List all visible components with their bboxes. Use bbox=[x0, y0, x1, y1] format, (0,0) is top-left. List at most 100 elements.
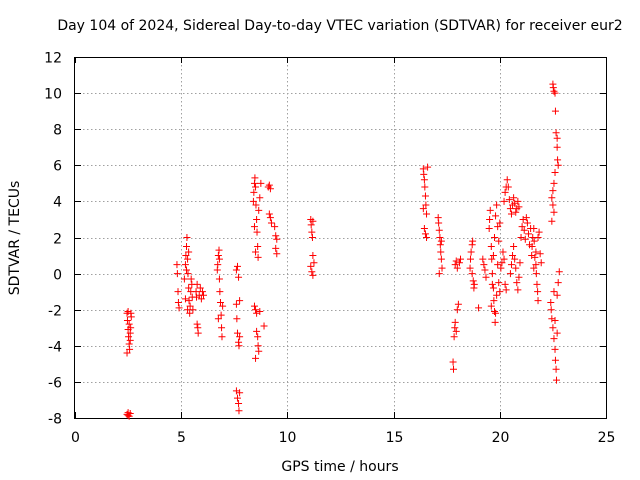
plot-frame bbox=[74, 57, 607, 419]
data-point bbox=[436, 241, 444, 249]
data-point bbox=[185, 248, 193, 256]
data-point bbox=[501, 280, 509, 288]
data-point bbox=[127, 309, 135, 317]
data-point bbox=[186, 309, 194, 317]
axis-ticks bbox=[75, 57, 607, 419]
data-point bbox=[253, 327, 261, 335]
data-point bbox=[175, 304, 183, 312]
data-point bbox=[550, 288, 558, 296]
data-point bbox=[550, 87, 558, 95]
data-point bbox=[215, 275, 223, 283]
data-point bbox=[517, 234, 525, 241]
data-point bbox=[184, 270, 192, 278]
x-tick-label: 10 bbox=[279, 430, 297, 446]
data-point bbox=[507, 261, 515, 269]
data-point bbox=[532, 248, 540, 256]
data-point bbox=[535, 228, 543, 236]
data-point bbox=[530, 224, 538, 232]
x-tick-label: 25 bbox=[598, 430, 616, 446]
data-point bbox=[216, 298, 224, 306]
data-point bbox=[255, 206, 263, 214]
data-point bbox=[530, 264, 538, 272]
data-point bbox=[504, 183, 512, 191]
data-point bbox=[196, 284, 204, 292]
data-point bbox=[487, 302, 495, 310]
data-point bbox=[420, 224, 428, 232]
data-point bbox=[254, 243, 262, 251]
data-point bbox=[309, 252, 317, 260]
data-point bbox=[548, 217, 556, 225]
data-point bbox=[250, 188, 258, 196]
data-point bbox=[173, 261, 181, 269]
data-point bbox=[554, 156, 562, 164]
data-point bbox=[495, 237, 503, 245]
data-point bbox=[218, 333, 226, 341]
data-point bbox=[235, 407, 243, 415]
data-point bbox=[553, 134, 561, 142]
y-tick-label: 0 bbox=[53, 268, 62, 284]
data-point bbox=[480, 261, 488, 269]
data-point bbox=[488, 270, 496, 278]
data-point bbox=[490, 308, 498, 316]
data-point bbox=[124, 409, 132, 417]
data-point bbox=[466, 264, 474, 272]
data-series bbox=[123, 80, 563, 420]
data-point bbox=[495, 279, 503, 287]
data-point bbox=[215, 246, 223, 254]
data-point bbox=[468, 270, 476, 278]
data-point bbox=[528, 243, 536, 251]
data-point bbox=[233, 329, 241, 337]
y-tick-label: -4 bbox=[48, 340, 62, 356]
data-point bbox=[253, 309, 261, 317]
data-point bbox=[420, 176, 428, 184]
data-point bbox=[531, 253, 539, 261]
data-point bbox=[453, 264, 461, 272]
data-point bbox=[552, 129, 560, 137]
data-point bbox=[217, 311, 225, 319]
data-point bbox=[174, 298, 182, 306]
data-point bbox=[487, 243, 495, 251]
data-point bbox=[551, 107, 559, 115]
data-point bbox=[308, 268, 316, 276]
data-point bbox=[266, 214, 274, 222]
y-tick-label: 2 bbox=[53, 232, 62, 248]
data-point bbox=[551, 345, 559, 353]
data-point bbox=[186, 302, 194, 310]
y-tick-label: 8 bbox=[53, 123, 62, 139]
data-point bbox=[496, 288, 504, 296]
data-point bbox=[475, 304, 483, 312]
data-point bbox=[524, 230, 532, 238]
data-point bbox=[254, 253, 262, 261]
data-point bbox=[553, 143, 561, 151]
data-point bbox=[125, 333, 133, 341]
data-point bbox=[308, 234, 316, 241]
data-point bbox=[551, 356, 559, 364]
data-point bbox=[469, 277, 477, 285]
data-point bbox=[236, 297, 244, 305]
data-point bbox=[125, 320, 133, 328]
data-point bbox=[551, 169, 559, 177]
data-point bbox=[450, 333, 458, 341]
data-point bbox=[515, 273, 523, 281]
data-point bbox=[514, 286, 522, 294]
data-point bbox=[252, 248, 260, 256]
y-tick-label: -8 bbox=[48, 412, 62, 428]
data-point bbox=[218, 324, 226, 332]
data-point bbox=[265, 181, 273, 189]
data-point bbox=[501, 188, 509, 196]
x-tick-label: 20 bbox=[492, 430, 510, 446]
data-point bbox=[534, 297, 542, 305]
data-point bbox=[423, 210, 431, 218]
data-point bbox=[200, 291, 208, 299]
data-point bbox=[252, 201, 260, 209]
data-point bbox=[437, 237, 445, 245]
data-point bbox=[511, 255, 519, 263]
data-point bbox=[479, 255, 487, 263]
data-point bbox=[308, 228, 316, 236]
data-point bbox=[193, 320, 201, 328]
data-point bbox=[194, 329, 202, 337]
data-point bbox=[252, 354, 260, 362]
data-point bbox=[488, 255, 496, 263]
data-point bbox=[510, 243, 518, 251]
